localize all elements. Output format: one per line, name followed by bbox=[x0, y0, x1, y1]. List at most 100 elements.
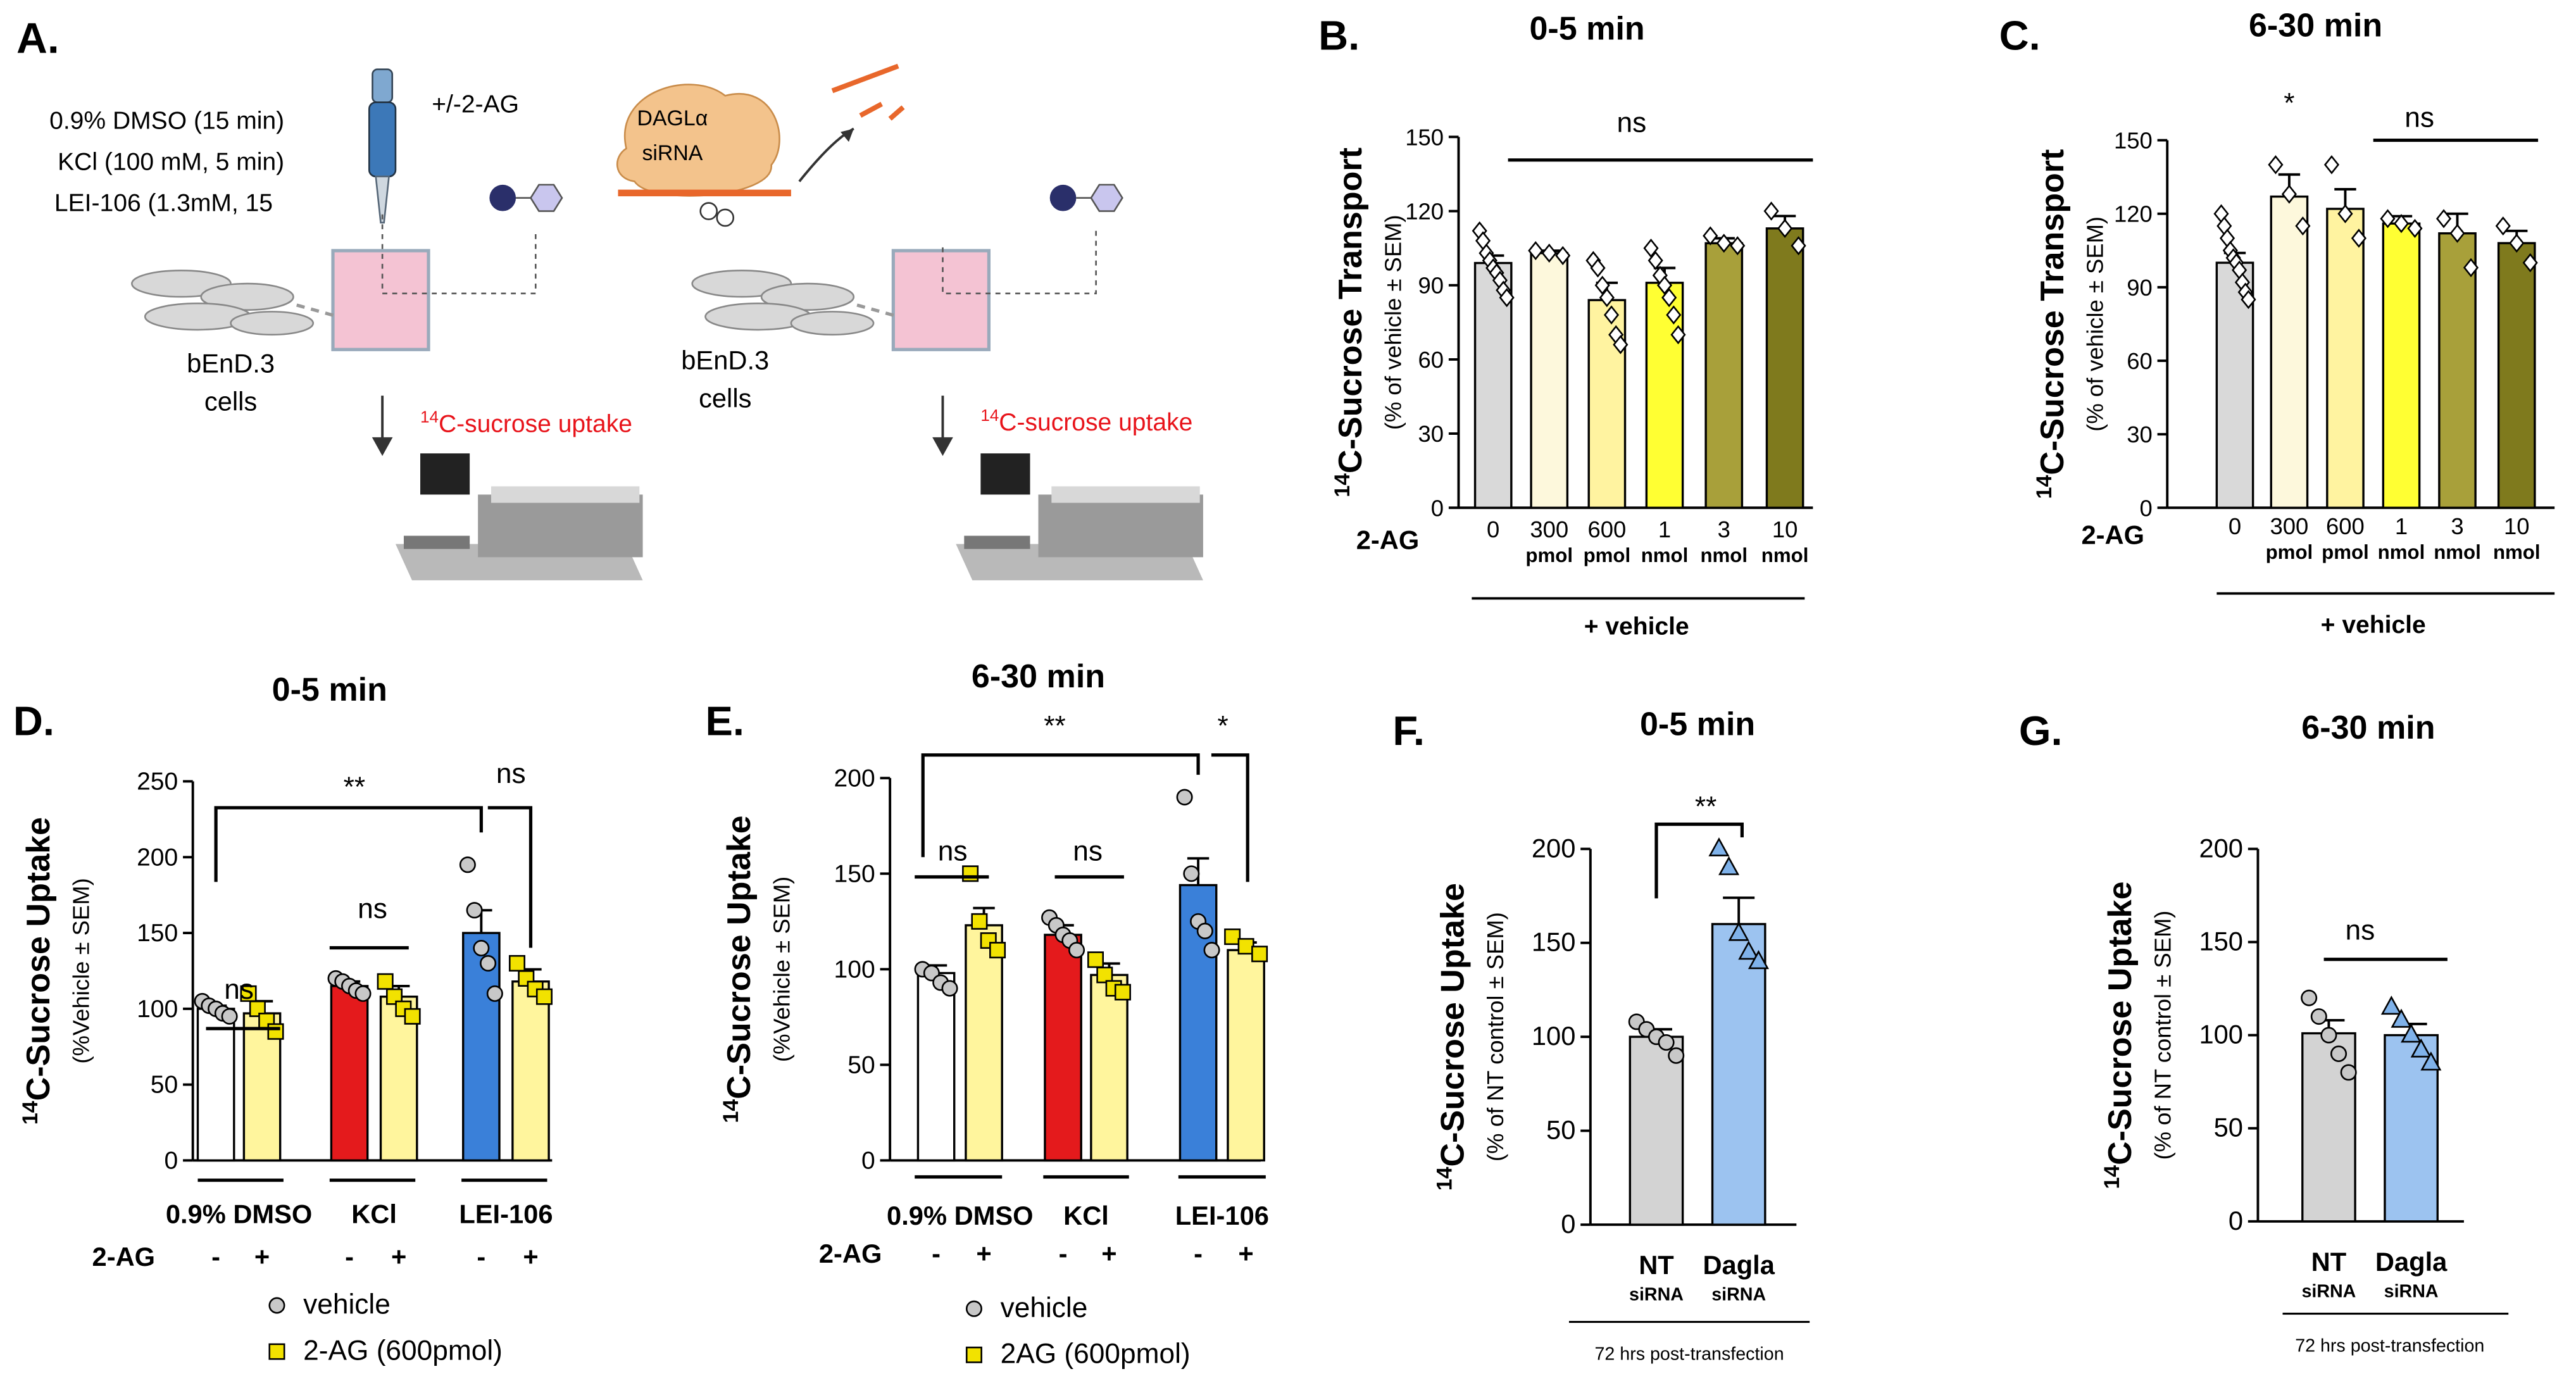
data-point bbox=[2393, 214, 2410, 234]
data-point bbox=[2509, 234, 2525, 253]
y-tick-label: 150 bbox=[1405, 124, 1444, 150]
legend-label: 2-AG (600pmol) bbox=[303, 1335, 503, 1366]
y-tick-label: 250 bbox=[137, 768, 178, 796]
bar bbox=[2301, 1032, 2356, 1223]
bar bbox=[2438, 232, 2477, 509]
chart: F. 0-5 min 14C-Sucrose Uptake (% of NT cont… bbox=[1392, 706, 1810, 1365]
sirna-label: siRNA bbox=[642, 141, 703, 165]
enzyme bbox=[616, 63, 905, 227]
condition: 0.9% DMSO (15 min) bbox=[49, 107, 284, 134]
sign: + bbox=[976, 1239, 991, 1268]
data-point bbox=[240, 985, 257, 1002]
x-tick-label: Dagla bbox=[2375, 1247, 2448, 1277]
data-point bbox=[2449, 223, 2465, 243]
group-label: + vehicle bbox=[2321, 611, 2426, 639]
y-tick-label: 150 bbox=[834, 860, 875, 887]
y-tick-label: 200 bbox=[1532, 833, 1576, 863]
y-tick-label: 200 bbox=[137, 844, 178, 871]
y-axis-sublabel: (%Vehicle ± SEM) bbox=[768, 877, 794, 1062]
chart-title: 0-5 min bbox=[272, 672, 387, 708]
x-tick-label: 3 bbox=[1718, 516, 1730, 542]
data-point bbox=[1237, 938, 1254, 955]
x-tick-unit: nmol bbox=[2434, 541, 2481, 563]
x-tick-label: 1 bbox=[2395, 513, 2408, 539]
data-point bbox=[1718, 856, 1740, 875]
sign: + bbox=[391, 1242, 406, 1272]
x-tick-unit: nmol bbox=[1641, 544, 1689, 566]
y-tick-label: 150 bbox=[2114, 128, 2153, 154]
y-tick-label: 100 bbox=[137, 996, 178, 1023]
data-point bbox=[1728, 922, 1749, 941]
y-tick-label: 30 bbox=[1418, 421, 1444, 447]
data-point bbox=[2281, 184, 2297, 204]
y-axis-label-main: C-Sucrose Uptake bbox=[20, 817, 57, 1101]
chart: D. 0-5 min 14C-Sucrose Uptake (%Vehicle ± S… bbox=[13, 672, 553, 1366]
data-point bbox=[1068, 942, 1085, 959]
error-bar bbox=[1723, 896, 1755, 925]
data-point bbox=[508, 954, 526, 972]
data-point bbox=[221, 1008, 238, 1025]
data-point bbox=[1656, 275, 1673, 295]
condition: LEI-106 (1.3mM, 15 bbox=[54, 190, 273, 217]
footnote: 72 hrs post-transfection bbox=[1595, 1344, 1784, 1365]
annotation: ns bbox=[2404, 103, 2434, 134]
data-point bbox=[473, 940, 490, 957]
x-tick-label: 0 bbox=[2229, 513, 2241, 539]
x-tick-unit: pmol bbox=[2322, 541, 2369, 563]
legend-label: vehicle bbox=[1001, 1292, 1088, 1323]
panel-label: D. bbox=[13, 698, 54, 744]
x-tick-label: 3 bbox=[2451, 513, 2463, 539]
data-point bbox=[1183, 865, 1200, 882]
chart: G. 6-30 min 14C-Sucrose Uptake (% of NT con… bbox=[2019, 708, 2509, 1356]
row-label: 2-AG bbox=[92, 1242, 156, 1272]
data-point bbox=[2268, 155, 2284, 175]
sign: + bbox=[254, 1242, 270, 1272]
annotation-line bbox=[487, 806, 533, 948]
legend-label: vehicle bbox=[303, 1289, 391, 1320]
y-tick-label: 150 bbox=[137, 920, 178, 947]
chart: C. 6-30 min 14C-Sucrose Transport (% of veh… bbox=[1999, 8, 2555, 639]
y-axis-sublabel: (% of vehicle ± SEM) bbox=[2082, 216, 2108, 432]
sign: - bbox=[211, 1242, 220, 1272]
cells-label: cells bbox=[204, 387, 257, 416]
data-point bbox=[2391, 1008, 2412, 1028]
data-point bbox=[941, 980, 958, 997]
y-axis-label-sup: 14 bbox=[2032, 475, 2056, 499]
y-tick-label: 0 bbox=[861, 1147, 875, 1174]
data-point bbox=[385, 988, 403, 1005]
chart-title: 6-30 min bbox=[2249, 8, 2382, 44]
y-axis-label: 14C-Sucrose Uptake bbox=[2100, 881, 2139, 1189]
x-tick-unit: pmol bbox=[1584, 544, 1631, 566]
data-point bbox=[1114, 984, 1131, 1001]
panel-label: B. bbox=[1318, 12, 1360, 58]
annotation: ns bbox=[224, 974, 254, 1005]
cells-label: bEnD.3 bbox=[681, 346, 769, 375]
chart: E. 6-30 min 14C-Sucrose Uptake (%Vehicle ± … bbox=[705, 658, 1268, 1370]
legend-marker bbox=[965, 1346, 982, 1363]
y-axis-label-main: C-Sucrose Uptake bbox=[2102, 881, 2139, 1165]
data-point bbox=[1541, 243, 1557, 263]
y-tick-label: 0 bbox=[1431, 495, 1444, 521]
y-axis-label-main: C-Sucrose Uptake bbox=[721, 815, 758, 1099]
annotation: * bbox=[2284, 87, 2294, 118]
bar bbox=[330, 985, 369, 1162]
x-tick-unit: pmol bbox=[1525, 544, 1573, 566]
x-tick-unit: nmol bbox=[2493, 541, 2541, 563]
y-axis-label: 14C-Sucrose Uptake bbox=[18, 817, 57, 1125]
x-tick-label: NT bbox=[1639, 1250, 1674, 1280]
data-point bbox=[1643, 239, 1659, 258]
x-tick-label: NT bbox=[2311, 1247, 2347, 1277]
y-axis-label-sup: 14 bbox=[2100, 1165, 2124, 1189]
bar bbox=[965, 924, 1003, 1162]
data-point bbox=[1738, 941, 1760, 960]
data-point bbox=[377, 973, 394, 990]
y-axis-label-sup: 14 bbox=[1330, 473, 1354, 497]
data-point bbox=[249, 1000, 266, 1017]
data-point bbox=[1594, 275, 1610, 295]
data-point bbox=[1176, 789, 1193, 806]
data-point bbox=[267, 1023, 284, 1040]
y-tick-label: 90 bbox=[2127, 275, 2153, 301]
y-tick-label: 200 bbox=[834, 765, 875, 792]
